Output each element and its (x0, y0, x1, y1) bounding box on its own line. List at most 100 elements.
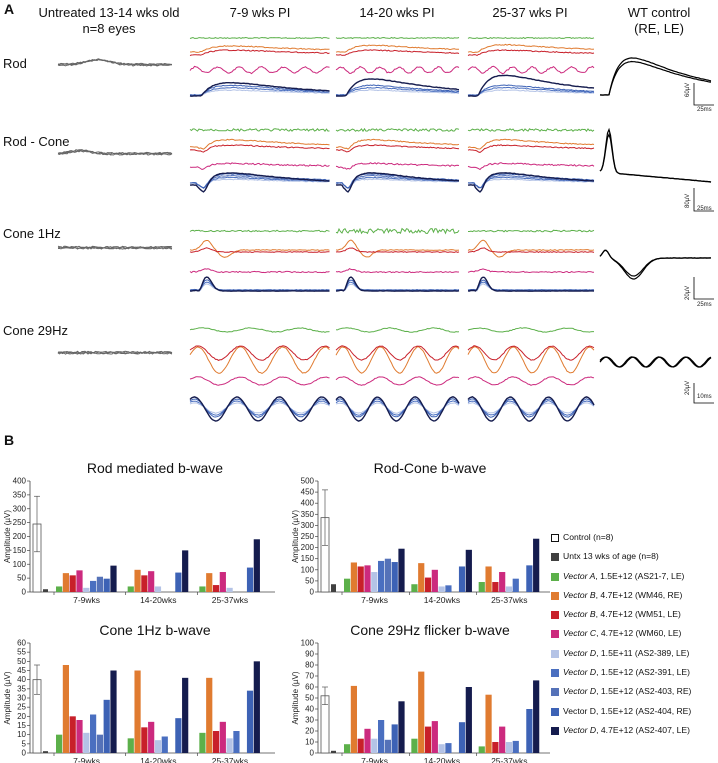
legend-item: Vector C, 4.7E+12 (WM60, LE) (551, 624, 718, 643)
bar-control (320, 517, 330, 593)
trace-vector-b (335, 346, 460, 374)
bar (371, 572, 378, 592)
y-tick-label: 20 (17, 712, 26, 721)
legend-swatch (551, 572, 559, 581)
trace-vector-d (335, 176, 460, 189)
trace-vector-c (467, 162, 595, 171)
bar (69, 575, 76, 592)
wt-trace (600, 60, 712, 96)
y-tick-label: 150 (301, 554, 315, 563)
legend-swatch (551, 534, 559, 542)
chart-legend: Control (n=8) Untx 13 wks of age (n=8) V… (551, 528, 718, 740)
bar (512, 578, 519, 592)
wt-trace (599, 356, 712, 368)
untreated-trace (57, 247, 173, 250)
bar (411, 738, 418, 753)
bar (246, 690, 254, 753)
legend-name: Control (563, 532, 591, 542)
bar (233, 731, 240, 753)
erg-traces (57, 36, 714, 422)
y-tick-label: 50 (305, 576, 314, 585)
trace-vector-d (336, 178, 460, 189)
bar (103, 699, 110, 753)
bar (134, 569, 141, 592)
wt-header-line2: (RE, LE) (634, 21, 684, 36)
legend-detail: , 1.5E+12 (AS2-404, RE) (595, 705, 692, 716)
legend-swatch (551, 726, 559, 735)
y-tick-label: 200 (301, 543, 315, 552)
trace-vector-a (335, 327, 460, 333)
legend-swatch (551, 688, 559, 697)
untreated-trace (57, 350, 173, 354)
trace-vector-b (189, 345, 330, 361)
y-tick-label: 25 (17, 703, 26, 712)
legend-swatch (551, 669, 559, 678)
bar (127, 738, 134, 753)
trace-vector-b (335, 44, 459, 53)
bar (62, 665, 69, 753)
trace-vector-c (467, 65, 595, 75)
legend-swatch (551, 649, 559, 658)
untreated-header-line1: Untreated 13-14 wks old (38, 5, 180, 20)
legend-item: Control (n=8) (551, 528, 718, 547)
trace-vector-d (189, 276, 330, 292)
bar (76, 570, 83, 592)
trace-vector-c (467, 376, 595, 386)
bar (182, 550, 189, 592)
legend-swatch (551, 707, 559, 716)
bar (424, 726, 432, 753)
trace-vector-a (189, 327, 330, 333)
bar (175, 572, 182, 592)
y-tick-label: 0 (22, 749, 27, 758)
x-tick-label: 7-9wks (73, 756, 100, 763)
bar (148, 571, 155, 592)
bar (485, 566, 492, 592)
x-tick-label: 25-37wks (491, 595, 527, 605)
trace-vector-d (467, 276, 595, 292)
legend-item: Vector D, 1.5E+12 (AS2-404, RE) (551, 702, 718, 721)
y-tick-label: 55 (17, 648, 26, 657)
row-label-rod-cone: Rod - Cone (3, 134, 70, 149)
wt-trace (599, 132, 712, 183)
trace-vector-b (467, 43, 595, 54)
legend-detail: , 4.7E+12 (WM46, RE) (595, 589, 683, 600)
bar (424, 577, 432, 592)
trace-vector-c (467, 268, 595, 274)
scale-cone1hz-time: 25ms (697, 302, 712, 308)
bar (110, 670, 117, 753)
untreated-trace (57, 352, 173, 355)
bar (485, 694, 492, 753)
bar (438, 586, 445, 592)
legend-detail: (n=8) (590, 532, 614, 542)
bar (398, 701, 405, 753)
bar (411, 584, 418, 592)
trace-vector-d (189, 178, 330, 189)
trace-vector-d (189, 176, 330, 189)
y-tick-label: 90 (305, 650, 314, 659)
y-tick-label: 0 (310, 588, 315, 597)
trace-vector-a (468, 229, 595, 233)
chart-title-cone29hz: Cone 29Hz flicker b-wave (350, 622, 510, 638)
bar-untx (43, 589, 48, 592)
y-tick-label: 200 (13, 532, 27, 541)
bar (161, 736, 168, 753)
trace-vector-c (335, 162, 460, 170)
bar (141, 575, 148, 592)
legend-name: Vector D (563, 667, 597, 678)
trace-vector-d (189, 86, 330, 96)
y-tick-label: 70 (305, 672, 314, 681)
bar (526, 565, 533, 592)
wt-trace (599, 249, 712, 277)
trace-vector-d (467, 398, 595, 418)
bar (478, 746, 485, 753)
bar (62, 573, 69, 592)
y-tick-label: 40 (17, 675, 26, 684)
bar (206, 573, 213, 592)
untreated-trace (57, 58, 173, 67)
pi-14-20-header: 14-20 wks PI (359, 5, 435, 20)
pi-25-37-header: 25-37 wks PI (492, 5, 568, 20)
bar (226, 587, 233, 592)
bar (492, 742, 499, 753)
bar (350, 562, 357, 592)
bar (357, 566, 364, 592)
